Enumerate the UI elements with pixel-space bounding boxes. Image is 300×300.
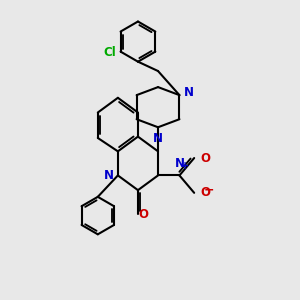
Text: −: − bbox=[204, 184, 214, 197]
Text: Cl: Cl bbox=[104, 46, 117, 59]
Text: O: O bbox=[200, 186, 210, 199]
Text: O: O bbox=[139, 208, 149, 221]
Text: +: + bbox=[181, 161, 189, 171]
Text: O: O bbox=[200, 152, 210, 164]
Text: N: N bbox=[184, 86, 194, 99]
Text: N: N bbox=[104, 169, 114, 182]
Text: N: N bbox=[153, 132, 163, 145]
Text: N: N bbox=[174, 157, 184, 170]
